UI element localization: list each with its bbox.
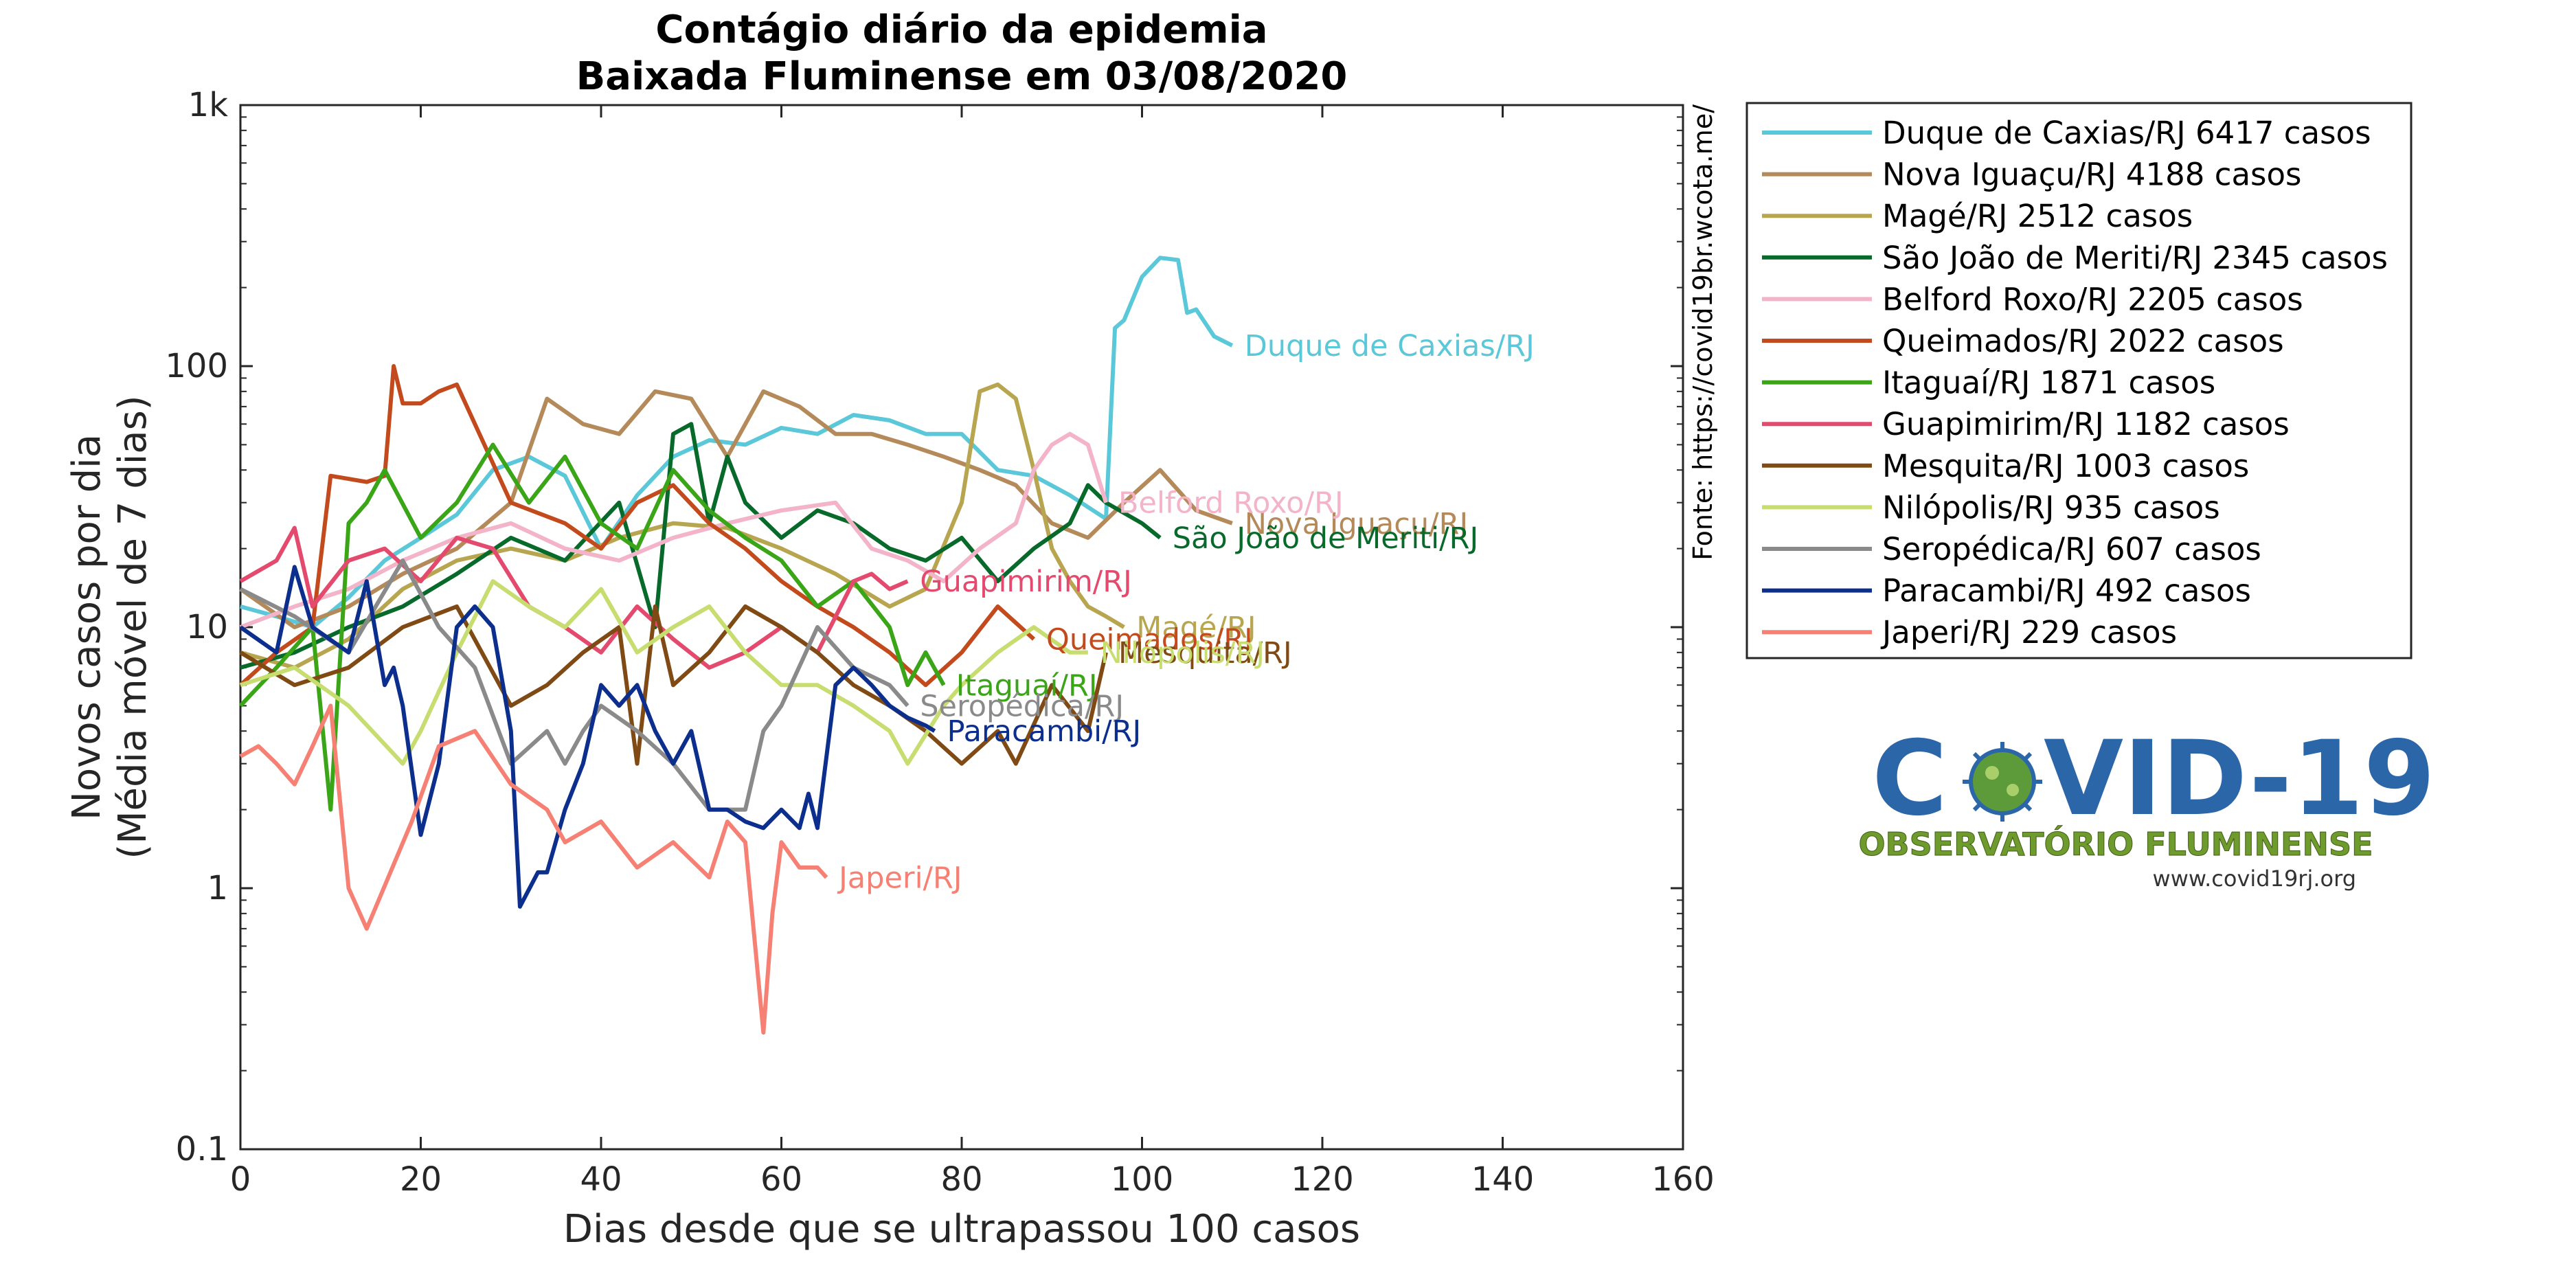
end-label-sao-joao-de-meriti-rj: São João de Meriti/RJ — [1173, 521, 1478, 556]
end-label-itaguai-rj: Itaguaí/RJ — [956, 668, 1098, 703]
covid19-logo: C VID-19 OBSERVATÓRIO FLUMINENSE www.cov… — [1858, 719, 2435, 892]
legend-label-queimados-rj: Queimados/RJ 2022 casos — [1882, 323, 2284, 359]
end-label-queimados-rj: Queimados/RJ — [1046, 622, 1253, 657]
x-tick-label: 120 — [1291, 1160, 1354, 1199]
series-line-queimados-rj — [238, 364, 1036, 688]
series-line-seropedica-rj — [239, 558, 909, 812]
x-tick-label: 60 — [760, 1160, 802, 1199]
end-label-seropedica-rj: Seropédica/RJ — [920, 689, 1124, 723]
end-label-nova-iguacu-rj: Nova Iguaçu/RJ — [1245, 507, 1468, 541]
legend-label-belford-roxo-rj: Belford Roxo/RJ 2205 casos — [1882, 281, 2303, 317]
y-tick-label: 1 — [207, 869, 228, 907]
series-line-paracambi-rj — [239, 565, 936, 909]
end-label-mage-rj: Magé/RJ — [1136, 611, 1256, 645]
source-annotation: Fonte: https://covid19br.wcota.me/ — [1688, 104, 1718, 561]
legend-label-nova-iguacu-rj: Nova Iguaçu/RJ 4188 casos — [1882, 157, 2301, 193]
legend-label-paracambi-rj: Paracambi/RJ 492 casos — [1882, 573, 2251, 609]
legend-label-seropedica-rj: Seropédica/RJ 607 casos — [1882, 531, 2261, 567]
end-label-nilopolis-rj: Nilópolis/RJ — [1100, 636, 1265, 670]
end-label-paracambi-rj: Paracambi/RJ — [947, 714, 1142, 749]
y-tick-label: 0.1 — [176, 1130, 228, 1168]
x-tick-label: 80 — [940, 1160, 982, 1199]
legend-label-sao-joao-de-meriti-rj: São João de Meriti/RJ 2345 casos — [1882, 240, 2388, 276]
logo-subtitle: OBSERVATÓRIO FLUMINENSE — [1858, 826, 2373, 863]
logo-part-vid19: VID-19 — [2044, 719, 2435, 839]
x-axis-title: Dias desde que se ultrapassou 100 casos — [563, 1207, 1360, 1252]
chart-title: Contágio diário da epidemia — [655, 8, 1267, 52]
end-label-belford-roxo-rj: Belford Roxo/RJ — [1118, 486, 1344, 521]
logo-part-c: C — [1872, 719, 1947, 839]
chart-subtitle: Baixada Fluminense em 03/08/2020 — [576, 54, 1348, 99]
series-line-belford-roxo-rj — [239, 431, 1108, 629]
legend-label-itaguai-rj: Itaguaí/RJ 1871 casos — [1882, 365, 2215, 401]
series-line-japeri-rj — [239, 703, 828, 1035]
legend-label-nilopolis-rj: Nilópolis/RJ 935 casos — [1882, 489, 2220, 526]
legend-label-guapimirim-rj: Guapimirim/RJ 1182 casos — [1882, 406, 2290, 442]
end-label-guapimirim-rj: Guapimirim/RJ — [920, 565, 1132, 599]
x-tick-label: 40 — [580, 1160, 622, 1199]
legend-label-japeri-rj: Japeri/RJ 229 casos — [1880, 614, 2177, 651]
series-line-itaguai-rj — [238, 442, 946, 812]
legend-label-duque-de-caxias-rj: Duque de Caxias/RJ 6417 casos — [1882, 115, 2371, 151]
legend-label-mesquita-rj: Mesquita/RJ 1003 casos — [1882, 448, 2249, 484]
y-axis-title-line2: (Média móvel de 7 dias) — [111, 395, 155, 859]
series-line-guapimirim-rj — [239, 526, 909, 670]
y-axis-title-line1: Novos casos por dia — [65, 434, 109, 820]
y-tick-label: 100 — [165, 347, 228, 385]
y-tick-label: 1k — [188, 86, 229, 124]
x-tick-label: 140 — [1471, 1160, 1535, 1199]
series-line-mesquita-rj — [239, 604, 1108, 766]
x-tick-label: 0 — [230, 1160, 251, 1199]
series-line-sao-joao-de-meriti-rj — [240, 422, 1162, 670]
series-line-nilopolis-rj — [240, 579, 1088, 766]
x-tick-label: 20 — [400, 1160, 442, 1199]
series-line-duque-de-caxias-rj — [240, 256, 1234, 629]
virus-icon — [1963, 742, 2042, 822]
y-tick-label: 10 — [186, 608, 228, 646]
x-tick-label: 160 — [1651, 1160, 1715, 1199]
logo-url: www.covid19rj.org — [2153, 866, 2356, 892]
end-label-mesquita-rj: Mesquita/RJ — [1118, 636, 1292, 670]
legend-label-mage-rj: Magé/RJ 2512 casos — [1882, 198, 2193, 234]
end-label-duque-de-caxias-rj: Duque de Caxias/RJ — [1245, 329, 1535, 363]
end-label-japeri-rj: Japeri/RJ — [837, 861, 962, 895]
x-tick-label: 100 — [1111, 1160, 1174, 1199]
